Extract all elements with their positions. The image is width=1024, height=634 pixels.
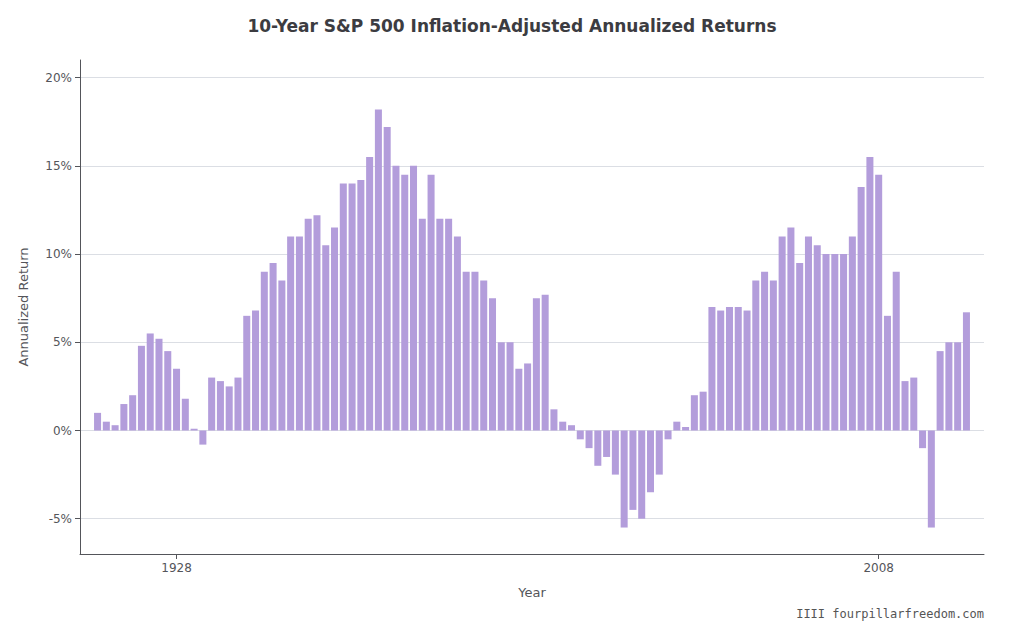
svg-text:5%: 5% [53,335,72,349]
svg-text:10-Year S&P 500 Inflation-Adju: 10-Year S&P 500 Inflation-Adjusted Annua… [247,16,776,36]
svg-text:20%: 20% [45,71,72,85]
svg-text:10%: 10% [45,247,72,261]
svg-text:2008: 2008 [863,561,894,575]
svg-text:Year: Year [517,585,546,600]
svg-text:IIII fourpillarfreedom.com: IIII fourpillarfreedom.com [796,607,984,621]
svg-text:15%: 15% [45,159,72,173]
svg-text:Annualized Return: Annualized Return [16,247,31,366]
svg-text:-5%: -5% [49,512,72,526]
svg-text:1928: 1928 [161,561,192,575]
svg-text:0%: 0% [53,424,72,438]
